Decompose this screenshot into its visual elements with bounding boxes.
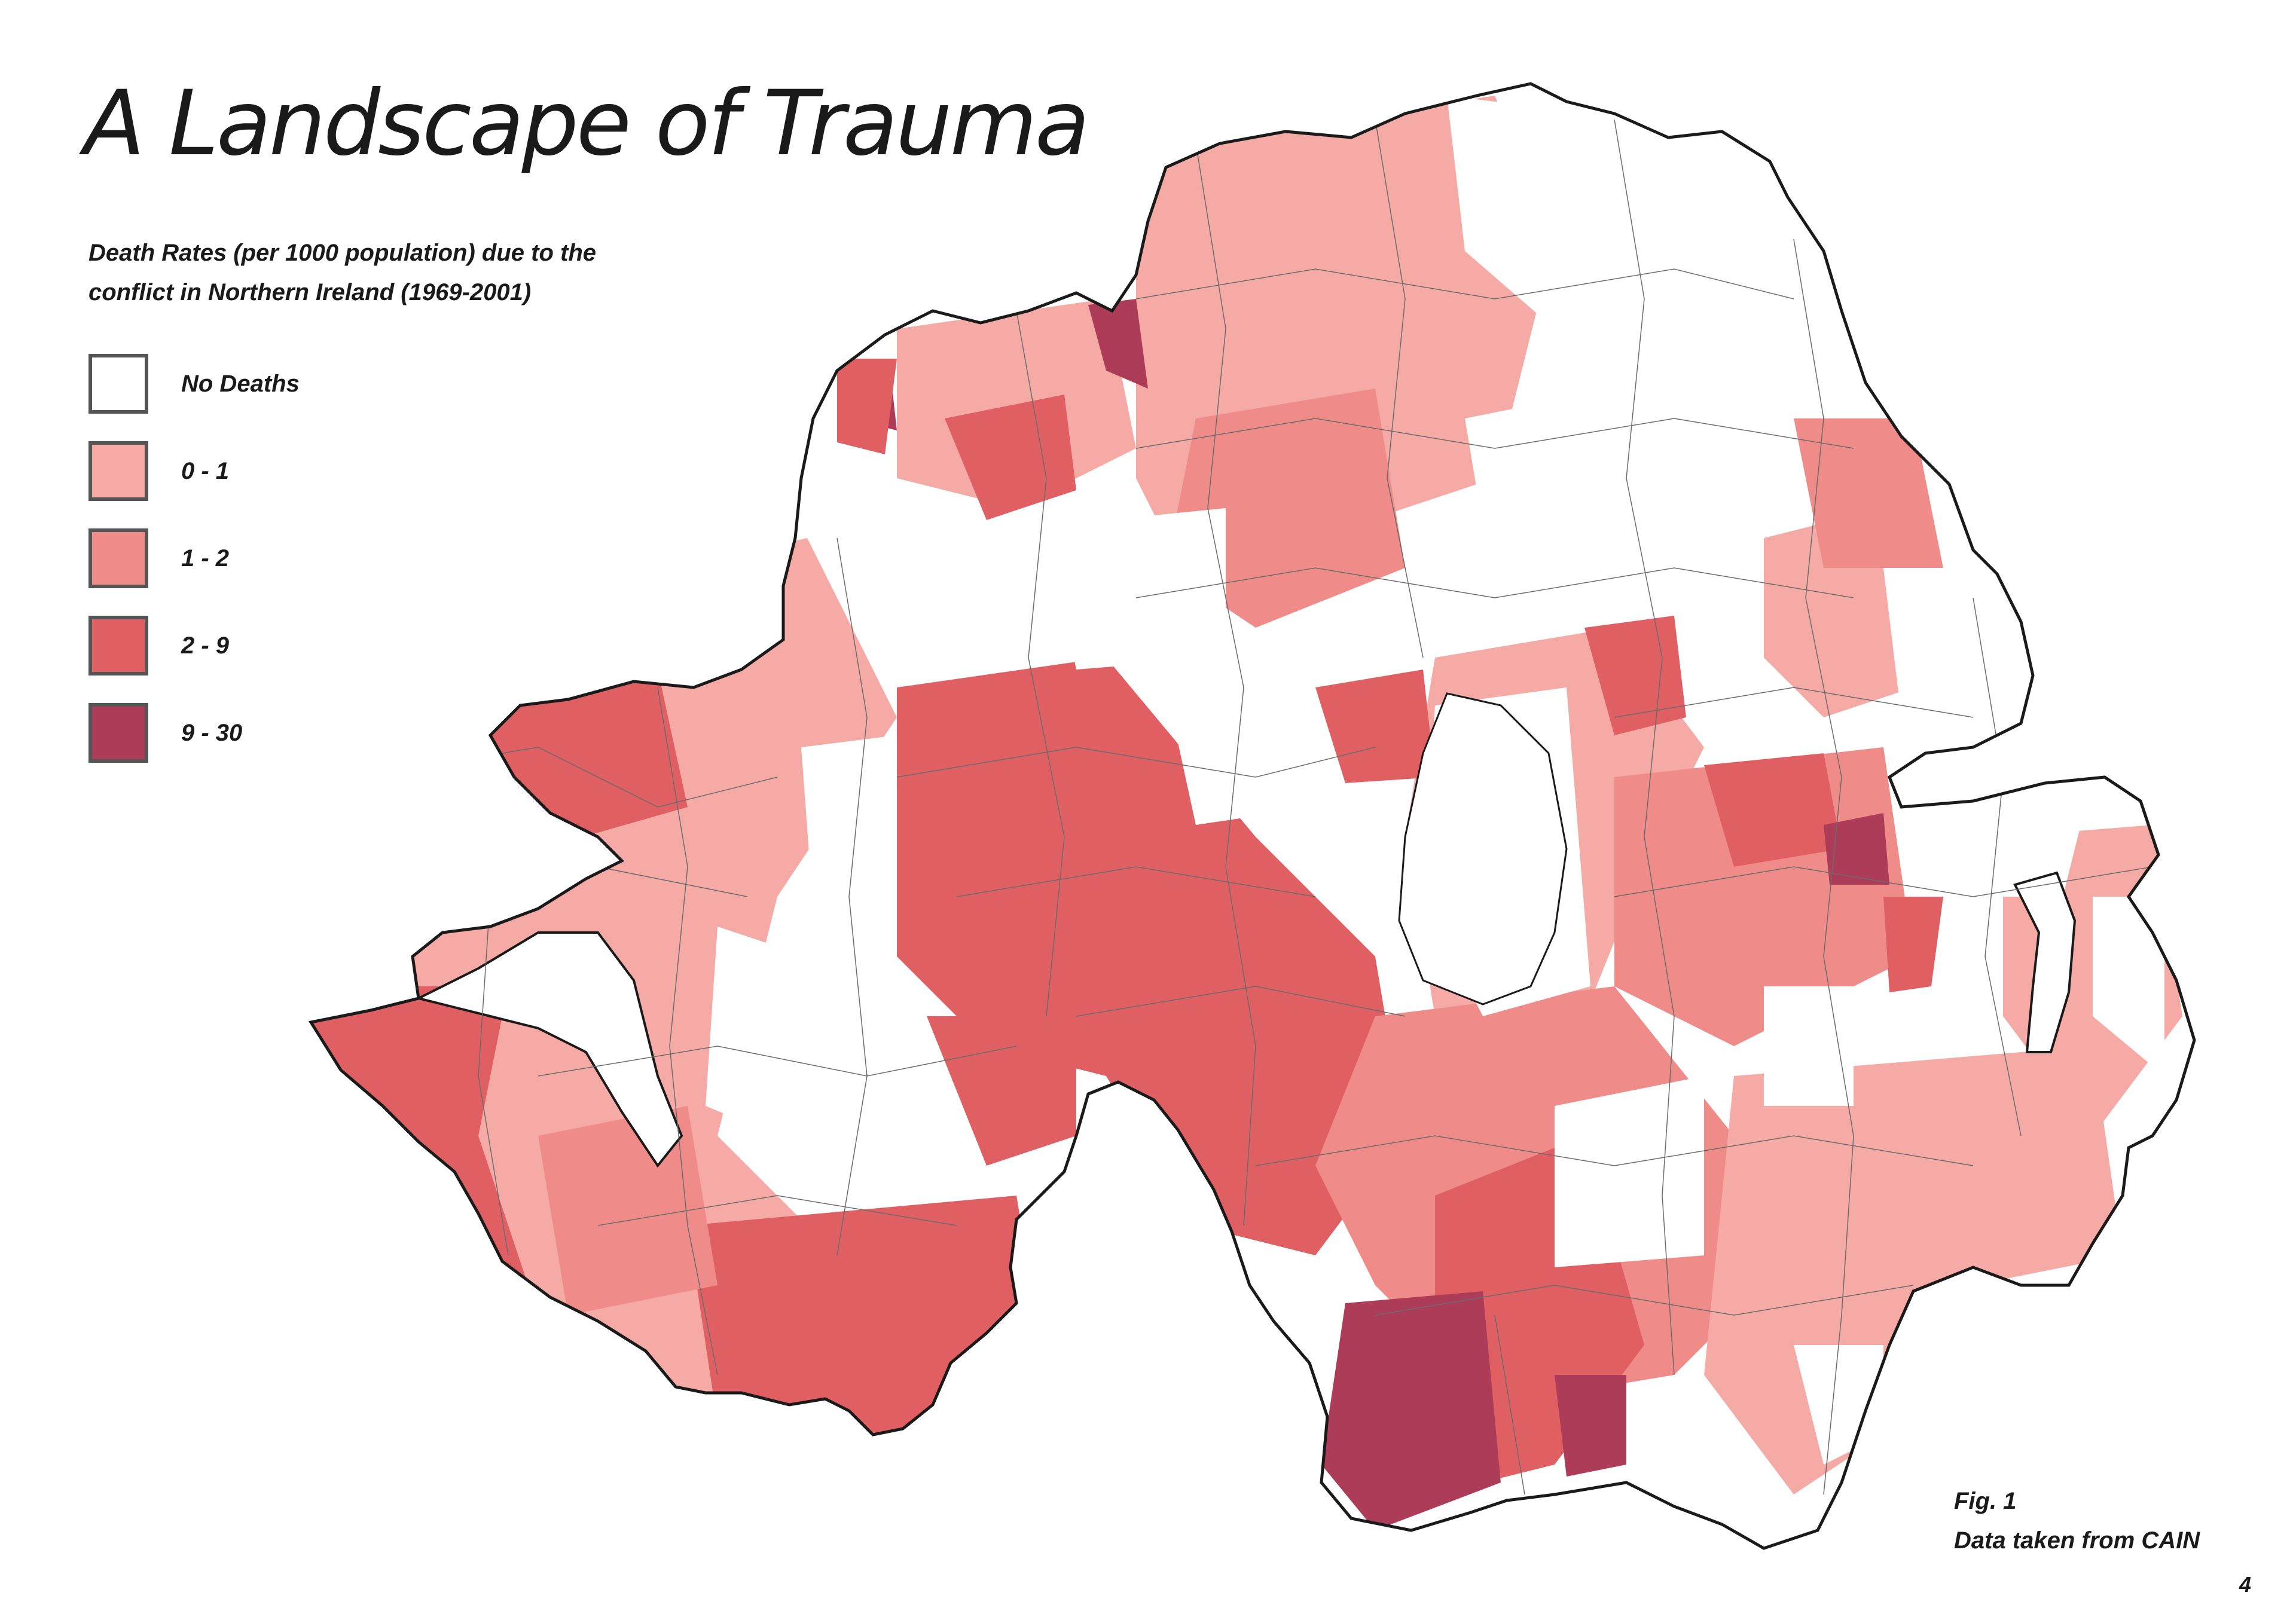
legend-swatch bbox=[88, 528, 148, 588]
figure-caption: Fig. 1 Data taken from CAIN bbox=[1954, 1481, 2200, 1560]
legend-item-9-30: 9 - 30 bbox=[88, 701, 300, 765]
figure-number: Fig. 1 bbox=[1954, 1488, 2017, 1514]
map-subtitle: Death Rates (per 1000 population) due to… bbox=[88, 240, 597, 305]
legend-swatch bbox=[88, 616, 148, 676]
legend-swatch bbox=[88, 703, 148, 763]
legend-label: 0 - 1 bbox=[181, 457, 230, 484]
legend-item-0-1: 0 - 1 bbox=[88, 439, 300, 503]
legend-swatch bbox=[88, 354, 148, 414]
legend-swatch bbox=[88, 441, 148, 501]
page-title: A Landscape of Trauma bbox=[84, 72, 1090, 176]
legend-label: 9 - 30 bbox=[181, 719, 243, 746]
figure-source: Data taken from CAIN bbox=[1954, 1527, 2200, 1554]
legend-label: No Deaths bbox=[181, 370, 300, 397]
legend-label: 2 - 9 bbox=[181, 632, 230, 659]
ward-borders bbox=[358, 119, 2153, 1495]
page-number: 4 bbox=[2239, 1572, 2252, 1597]
legend: No Deaths 0 - 1 1 - 2 2 - 9 9 - 30 bbox=[88, 352, 300, 788]
legend-item-1-2: 1 - 2 bbox=[88, 526, 300, 591]
legend-label: 1 - 2 bbox=[181, 545, 230, 571]
legend-item-2-9: 2 - 9 bbox=[88, 613, 300, 678]
legend-item-no-deaths: No Deaths bbox=[88, 352, 300, 416]
